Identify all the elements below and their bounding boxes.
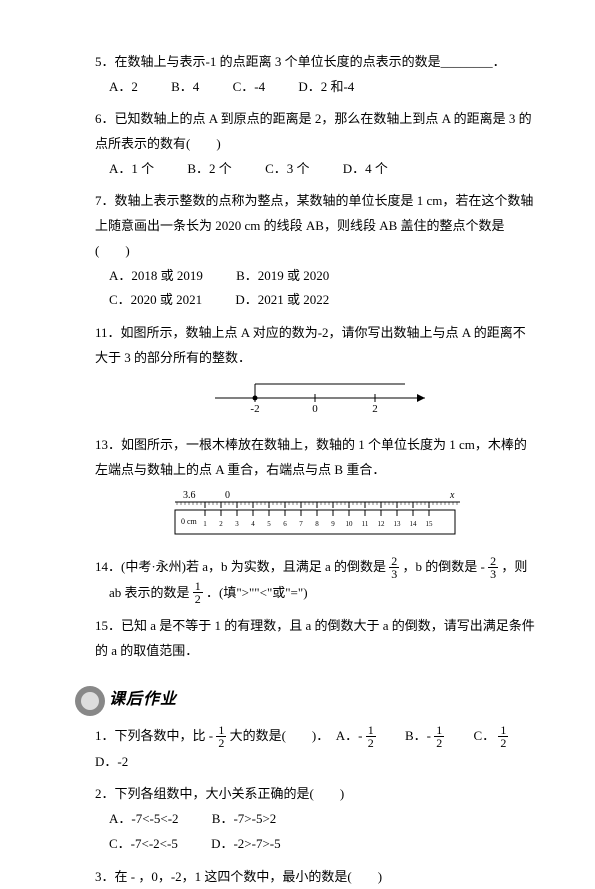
hw1-f1: 12 (216, 724, 226, 749)
p6-d: D．4 个 (343, 157, 388, 182)
p14b-frac: 12 (193, 580, 203, 605)
ruler-ticks: 123456789101112131415 (177, 502, 457, 528)
p5-a: A．2 (109, 75, 138, 100)
p11-text: 11．如图所示，数轴上点 A 对应的数为-2，请你写出数轴上与点 A 的距离不大… (95, 325, 526, 365)
hw1-pre: 1．下列各数中，比 - (95, 728, 213, 743)
ruler-svg: 3.6 0 x 0 cm 123456789101112131415 (165, 488, 465, 538)
hw-2: 2．下列各组数中，大小关系正确的是( ) A．-7<-5<-2 B．-7>-5>… (95, 782, 535, 856)
svg-text:10: 10 (346, 520, 354, 528)
hw3-post: ，0，-2，1 这四个数中，最小的数是( ) (138, 869, 382, 884)
svg-text:8: 8 (315, 520, 319, 528)
p6-text: 6．已知数轴上的点 A 到原点的距离是 2，那么在数轴上到点 A 的距离是 3 … (95, 111, 532, 151)
p5-c: C．-4 (233, 75, 266, 100)
p6-b: B．2 个 (187, 157, 231, 182)
p14-frac1: 23 (389, 555, 399, 580)
p5-b: B．4 (171, 75, 199, 100)
ruler-right: x (449, 490, 455, 501)
p7-c: C．2020 或 2021 (109, 288, 202, 313)
hw-3: 3．在 - ，0，-2，1 这四个数中，最小的数是( ) (95, 865, 535, 889)
p7-b: B．2019 或 2020 (236, 264, 329, 289)
svg-text:1: 1 (203, 520, 207, 528)
p15-text: 15．已知 a 是不等于 1 的有理数，且 a 的倒数大于 a 的倒数，请写出满… (95, 618, 535, 658)
hw2-b: B．-7>-5>2 (212, 807, 277, 832)
problem-13: 13．如图所示，一根木棒放在数轴上，数轴的 1 个单位长度为 1 cm，木棒的左… (95, 433, 535, 547)
p14-post: ，则 (501, 559, 527, 574)
p14b-pre: ab 表示的数是 (109, 585, 190, 600)
p14-frac2: 23 (488, 555, 498, 580)
problem-7: 7．数轴上表示整数的点称为整点，某数轴的单位长度是 1 cm，若在这个数轴上随意… (95, 189, 535, 312)
p6-choices: A．1 个 B．2 个 C．3 个 D．4 个 (109, 157, 535, 182)
hw1-f4: 12 (498, 724, 508, 749)
svg-text:12: 12 (378, 520, 386, 528)
p14b-post: ．(填">""<"或"=") (206, 585, 308, 600)
problem-6: 6．已知数轴上的点 A 到原点的距离是 2，那么在数轴上到点 A 的距离是 3 … (95, 107, 535, 181)
problem-11: 11．如图所示，数轴上点 A 对应的数为-2，请你写出数轴上与点 A 的距离不大… (95, 321, 535, 425)
hw3-pre: 3．在 - (95, 869, 135, 884)
p13-text: 13．如图所示，一根木棒放在数轴上，数轴的 1 个单位长度为 1 cm，木棒的左… (95, 437, 527, 477)
hw2-d: D．-2>-7>-5 (211, 832, 281, 857)
hw1-f2: 12 (366, 724, 376, 749)
ruler-cm: 0 cm (181, 517, 198, 526)
svg-text:5: 5 (267, 520, 271, 528)
hw1-m1: 大的数是( )． A．- (230, 728, 363, 743)
hw1-m2: B．- (379, 728, 431, 743)
svg-text:7: 7 (299, 520, 303, 528)
mascot-icon (75, 686, 105, 716)
problem-15: 15．已知 a 是不等于 1 的有理数，且 a 的倒数大于 a 的倒数，请写出满… (95, 614, 535, 663)
svg-text:15: 15 (426, 520, 434, 528)
p14b: ab 表示的数是 12 ．(填">""<"或"=") (95, 581, 535, 607)
p5-choices: A．2 B．4 C．-4 D．2 和-4 (109, 75, 535, 100)
problem-14: 14．(中考·永州)若 a，b 为实数，且满足 a 的倒数是 23 ，b 的倒数… (95, 555, 535, 606)
ruler-zero: 0 (225, 490, 230, 501)
svg-text:3: 3 (235, 520, 239, 528)
p5-d: D．2 和-4 (298, 75, 354, 100)
svg-text:14: 14 (410, 520, 418, 528)
svg-text:13: 13 (394, 520, 402, 528)
p7-text: 7．数轴上表示整数的点称为整点，某数轴的单位长度是 1 cm，若在这个数轴上随意… (95, 193, 533, 257)
section-badge: 课后作业 (75, 685, 177, 715)
hw2-a: A．-7<-5<-2 (109, 807, 179, 832)
numberline-svg: -2 0 2 (185, 376, 445, 416)
hw1-m3: C． (448, 728, 496, 743)
hw1-f3: 12 (434, 724, 444, 749)
p6-a: A．1 个 (109, 157, 154, 182)
p6-c: C．3 个 (265, 157, 309, 182)
p7-choices: A．2018 或 2019 B．2019 或 2020 C．2020 或 202… (109, 264, 535, 313)
svg-text:4: 4 (251, 520, 255, 528)
svg-text:2: 2 (219, 520, 223, 528)
svg-text:11: 11 (362, 520, 369, 528)
p7-a: A．2018 或 2019 (109, 264, 203, 289)
numberline-diagram: -2 0 2 (95, 376, 535, 425)
hw2-text: 2．下列各组数中，大小关系正确的是( ) (95, 786, 344, 801)
problem-5: 5．在数轴上与表示-1 的点距离 3 个单位长度的点表示的数是________．… (95, 50, 535, 99)
hw2-c: C．-7<-2<-5 (109, 832, 178, 857)
hw2-choices: A．-7<-5<-2 B．-7>-5>2 C．-7<-2<-5 D．-2>-7>… (109, 807, 535, 856)
section-title: 课后作业 (109, 685, 177, 715)
hw-1: 1．下列各数中，比 - 12 大的数是( )． A．- 12 B．- 12 C．… (95, 724, 535, 774)
p5-text: 5．在数轴上与表示-1 的点距离 3 个单位长度的点表示的数是________． (95, 54, 506, 69)
nl-label-0: -2 (250, 403, 259, 415)
svg-text:6: 6 (283, 520, 287, 528)
nl-label-1: 0 (312, 403, 318, 415)
ruler-left: 3.6 (183, 490, 196, 501)
svg-text:9: 9 (331, 520, 335, 528)
nl-label-2: 2 (372, 403, 378, 415)
p14-pre: 14．(中考·永州)若 a，b 为实数，且满足 a 的倒数是 (95, 559, 386, 574)
p7-d: D．2021 或 2022 (235, 288, 329, 313)
ruler-diagram: 3.6 0 x 0 cm 123456789101112131415 (95, 488, 535, 547)
p14-mid: ，b 的倒数是 - (403, 559, 485, 574)
